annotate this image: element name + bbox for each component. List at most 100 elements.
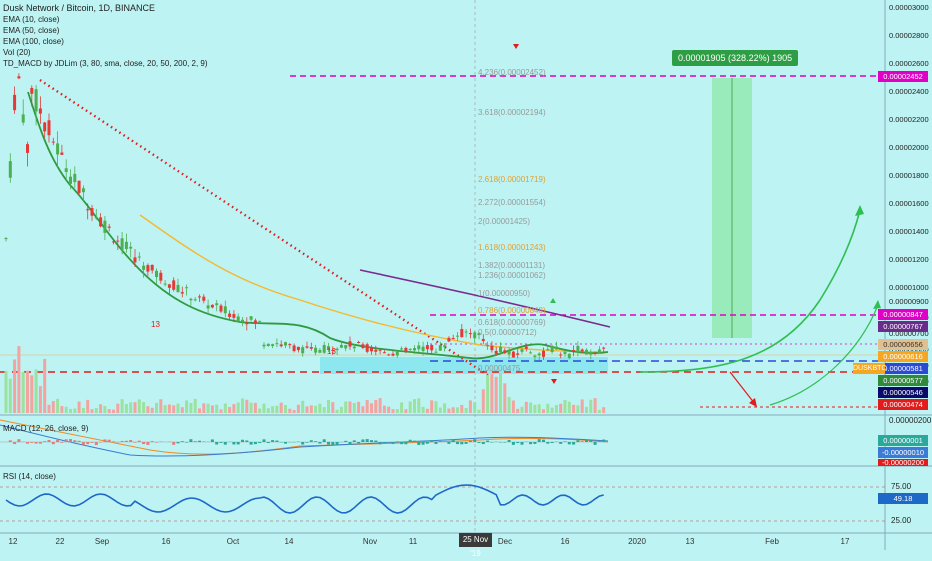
volume-bar	[392, 409, 395, 413]
candle-body	[387, 354, 390, 355]
candle-body	[13, 95, 16, 110]
macd-bar	[172, 442, 175, 445]
macd-bar	[456, 442, 459, 444]
macd-bar	[430, 440, 433, 442]
legend-ema100[interactable]: EMA (100, close)	[3, 37, 64, 46]
candle-body	[26, 144, 29, 153]
volume-bar	[99, 404, 102, 413]
macd-bar	[241, 440, 244, 442]
volume-bar	[460, 405, 463, 413]
rsi-legend[interactable]: RSI (14, close)	[3, 472, 56, 481]
price-tag: 0.00000767	[878, 321, 928, 332]
macd-bar	[349, 442, 352, 445]
volume-bar	[5, 371, 8, 413]
x-tick: 2020	[628, 537, 646, 546]
volume-bar	[396, 409, 399, 413]
candle-body	[103, 221, 106, 233]
macd-bar	[65, 439, 68, 442]
price-tag: 0.00000847	[878, 309, 928, 320]
macd-bar	[422, 442, 425, 445]
volume-bar	[349, 402, 352, 413]
rsi-tick: 25.00	[891, 516, 911, 525]
td-marker: 13	[151, 320, 160, 329]
volume-bar	[435, 401, 438, 413]
volume-bar	[181, 407, 184, 413]
macd-bar	[529, 442, 532, 444]
legend-ema10[interactable]: EMA (10, close)	[3, 15, 59, 24]
x-tick: 13	[686, 537, 695, 546]
macd-bar	[125, 441, 128, 442]
candle-body	[95, 217, 98, 218]
candle-body	[460, 329, 463, 337]
macd-bar	[271, 440, 274, 442]
volume-bar	[56, 399, 59, 413]
macd-bar	[30, 442, 33, 443]
macd-bar	[542, 440, 545, 442]
macd-bar	[568, 442, 571, 444]
legend-tdmacd[interactable]: TD_MACD by JDLim (3, 80, sma, close, 20,…	[3, 59, 208, 68]
macd-bar	[301, 442, 304, 444]
macd-bar	[508, 440, 511, 442]
candle-body	[473, 332, 476, 338]
candle-body	[159, 273, 162, 281]
volume-bar	[473, 402, 476, 413]
candle-body	[417, 345, 420, 349]
candle-body	[288, 344, 291, 345]
candle-body	[39, 108, 42, 113]
volume-bar	[598, 410, 601, 413]
macd-bar	[134, 442, 137, 443]
macd-bar	[56, 440, 59, 442]
volume-bar	[542, 409, 545, 413]
candle-body	[267, 344, 270, 346]
candle-body	[379, 350, 382, 351]
macd-bar	[155, 442, 158, 443]
candle-body	[495, 351, 498, 354]
macd-bar	[146, 442, 149, 445]
candle-body	[559, 355, 562, 356]
legend-ema50[interactable]: EMA (50, close)	[3, 26, 59, 35]
volume-bar	[194, 399, 197, 413]
fib-label: 0.00000475	[478, 364, 520, 373]
x-tick: 11	[409, 537, 417, 546]
volume-bar	[48, 405, 51, 413]
candle-body	[542, 351, 545, 357]
candle-body	[116, 241, 119, 242]
volume-bar	[486, 375, 489, 413]
volume-bar	[224, 404, 227, 413]
candle-body	[456, 336, 459, 337]
price-tag: 0.00000474	[878, 399, 928, 410]
volume-bar	[478, 410, 481, 413]
candle-body	[138, 257, 141, 258]
candle-body	[409, 349, 412, 350]
fib-label: 1(0.00000950)	[478, 289, 530, 298]
volume-bar	[383, 406, 386, 413]
volume-bar	[241, 398, 244, 413]
candle-body	[357, 342, 360, 343]
candle-body	[82, 188, 85, 192]
candle-body	[52, 142, 55, 143]
volume-bar	[521, 407, 524, 413]
candle-body	[452, 338, 455, 339]
macd-bar	[426, 442, 429, 444]
legend-vol[interactable]: Vol (20)	[3, 48, 31, 57]
volume-bar	[503, 383, 506, 413]
fib-label: 1.382(0.00001131)	[478, 261, 545, 270]
candle-body	[392, 354, 395, 356]
candle-body	[551, 346, 554, 352]
volume-bar	[258, 409, 261, 413]
volume-bar	[555, 405, 558, 413]
macd-tag: -0.00000010	[878, 447, 928, 458]
volume-bar	[387, 407, 390, 413]
y-tick: 0.00001800	[889, 171, 929, 180]
macd-bar	[439, 441, 442, 442]
macd-bar	[374, 441, 377, 442]
volume-bar	[400, 402, 403, 413]
macd-bar	[112, 441, 115, 442]
macd-legend[interactable]: MACD (12, 26, close, 9)	[3, 424, 88, 433]
candle-body	[439, 345, 442, 350]
macd-bar	[460, 442, 463, 444]
volume-bar	[469, 400, 472, 413]
candle-body	[22, 114, 25, 122]
macd-bar	[512, 442, 515, 445]
